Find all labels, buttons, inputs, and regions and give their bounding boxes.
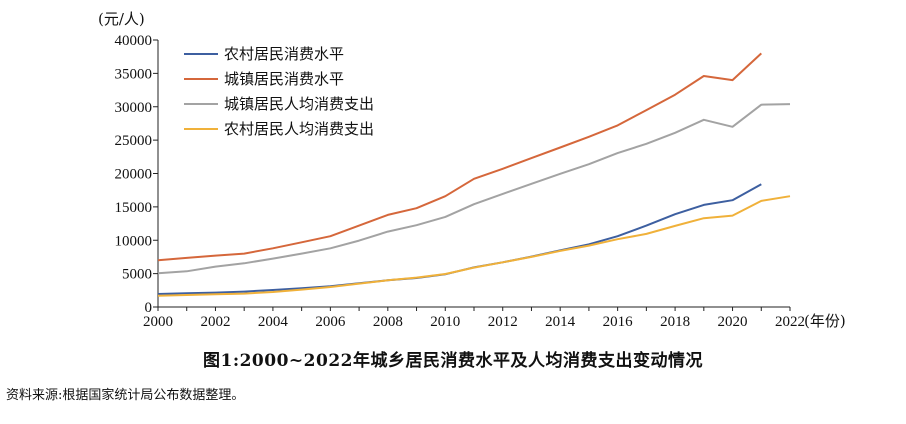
y-tick-label: 30000	[115, 100, 153, 116]
x-tick-label: 2000	[143, 314, 173, 330]
x-tick-label: 2012	[488, 314, 518, 330]
series-line-1	[157, 183, 762, 295]
x-tick-label: 2022	[775, 314, 805, 330]
x-tick-label: 2006	[315, 314, 346, 330]
y-axis-unit-label: (元/人)	[98, 10, 145, 28]
legend-label-1: 农村居民消费水平	[224, 45, 344, 63]
y-tick-label: 35000	[115, 66, 153, 82]
x-tick-label: 2002	[200, 314, 230, 330]
x-tick-label: 2016	[603, 314, 634, 330]
chart-series	[157, 52, 791, 297]
x-tick-label: 2010	[430, 314, 460, 330]
x-tick-label: 2004	[258, 314, 289, 330]
x-tick-label: 2018	[660, 314, 690, 330]
source-note: 资料来源:根据国家统计局公布数据整理。	[6, 388, 245, 403]
figure-caption: 图1:2000~2022年城乡居民消费水平及人均消费支出变动情况	[203, 351, 703, 371]
y-tick-label: 40000	[115, 33, 153, 49]
legend-label-2: 城镇居民消费水平	[224, 70, 344, 88]
x-tick-label: 2008	[373, 314, 403, 330]
x-tick-label: 2020	[718, 314, 748, 330]
y-tick-label: 10000	[115, 233, 153, 249]
legend-label-3: 城镇居民人均消费支出	[224, 95, 374, 113]
y-tick-label: 20000	[115, 167, 153, 183]
chart-axes: 0 5000 10000 15000 20000 25000 30000 35000 40000…	[98, 10, 846, 330]
x-tick-label: 2014	[545, 314, 576, 330]
y-tick-label: 0	[145, 300, 153, 316]
legend-label-4: 农村居民人均消费支出	[224, 120, 374, 138]
y-tick-label: 5000	[122, 267, 152, 283]
y-tick-label: 15000	[115, 200, 153, 216]
x-axis-unit-label: (年份)	[804, 312, 846, 330]
line-chart: 0 5000 10000 15000 20000 25000 30000 35000 40000…	[98, 10, 846, 330]
y-tick-label: 25000	[115, 133, 153, 149]
series-line-2	[157, 52, 762, 262]
series-line-4	[157, 195, 791, 297]
series-line-3	[157, 103, 791, 275]
